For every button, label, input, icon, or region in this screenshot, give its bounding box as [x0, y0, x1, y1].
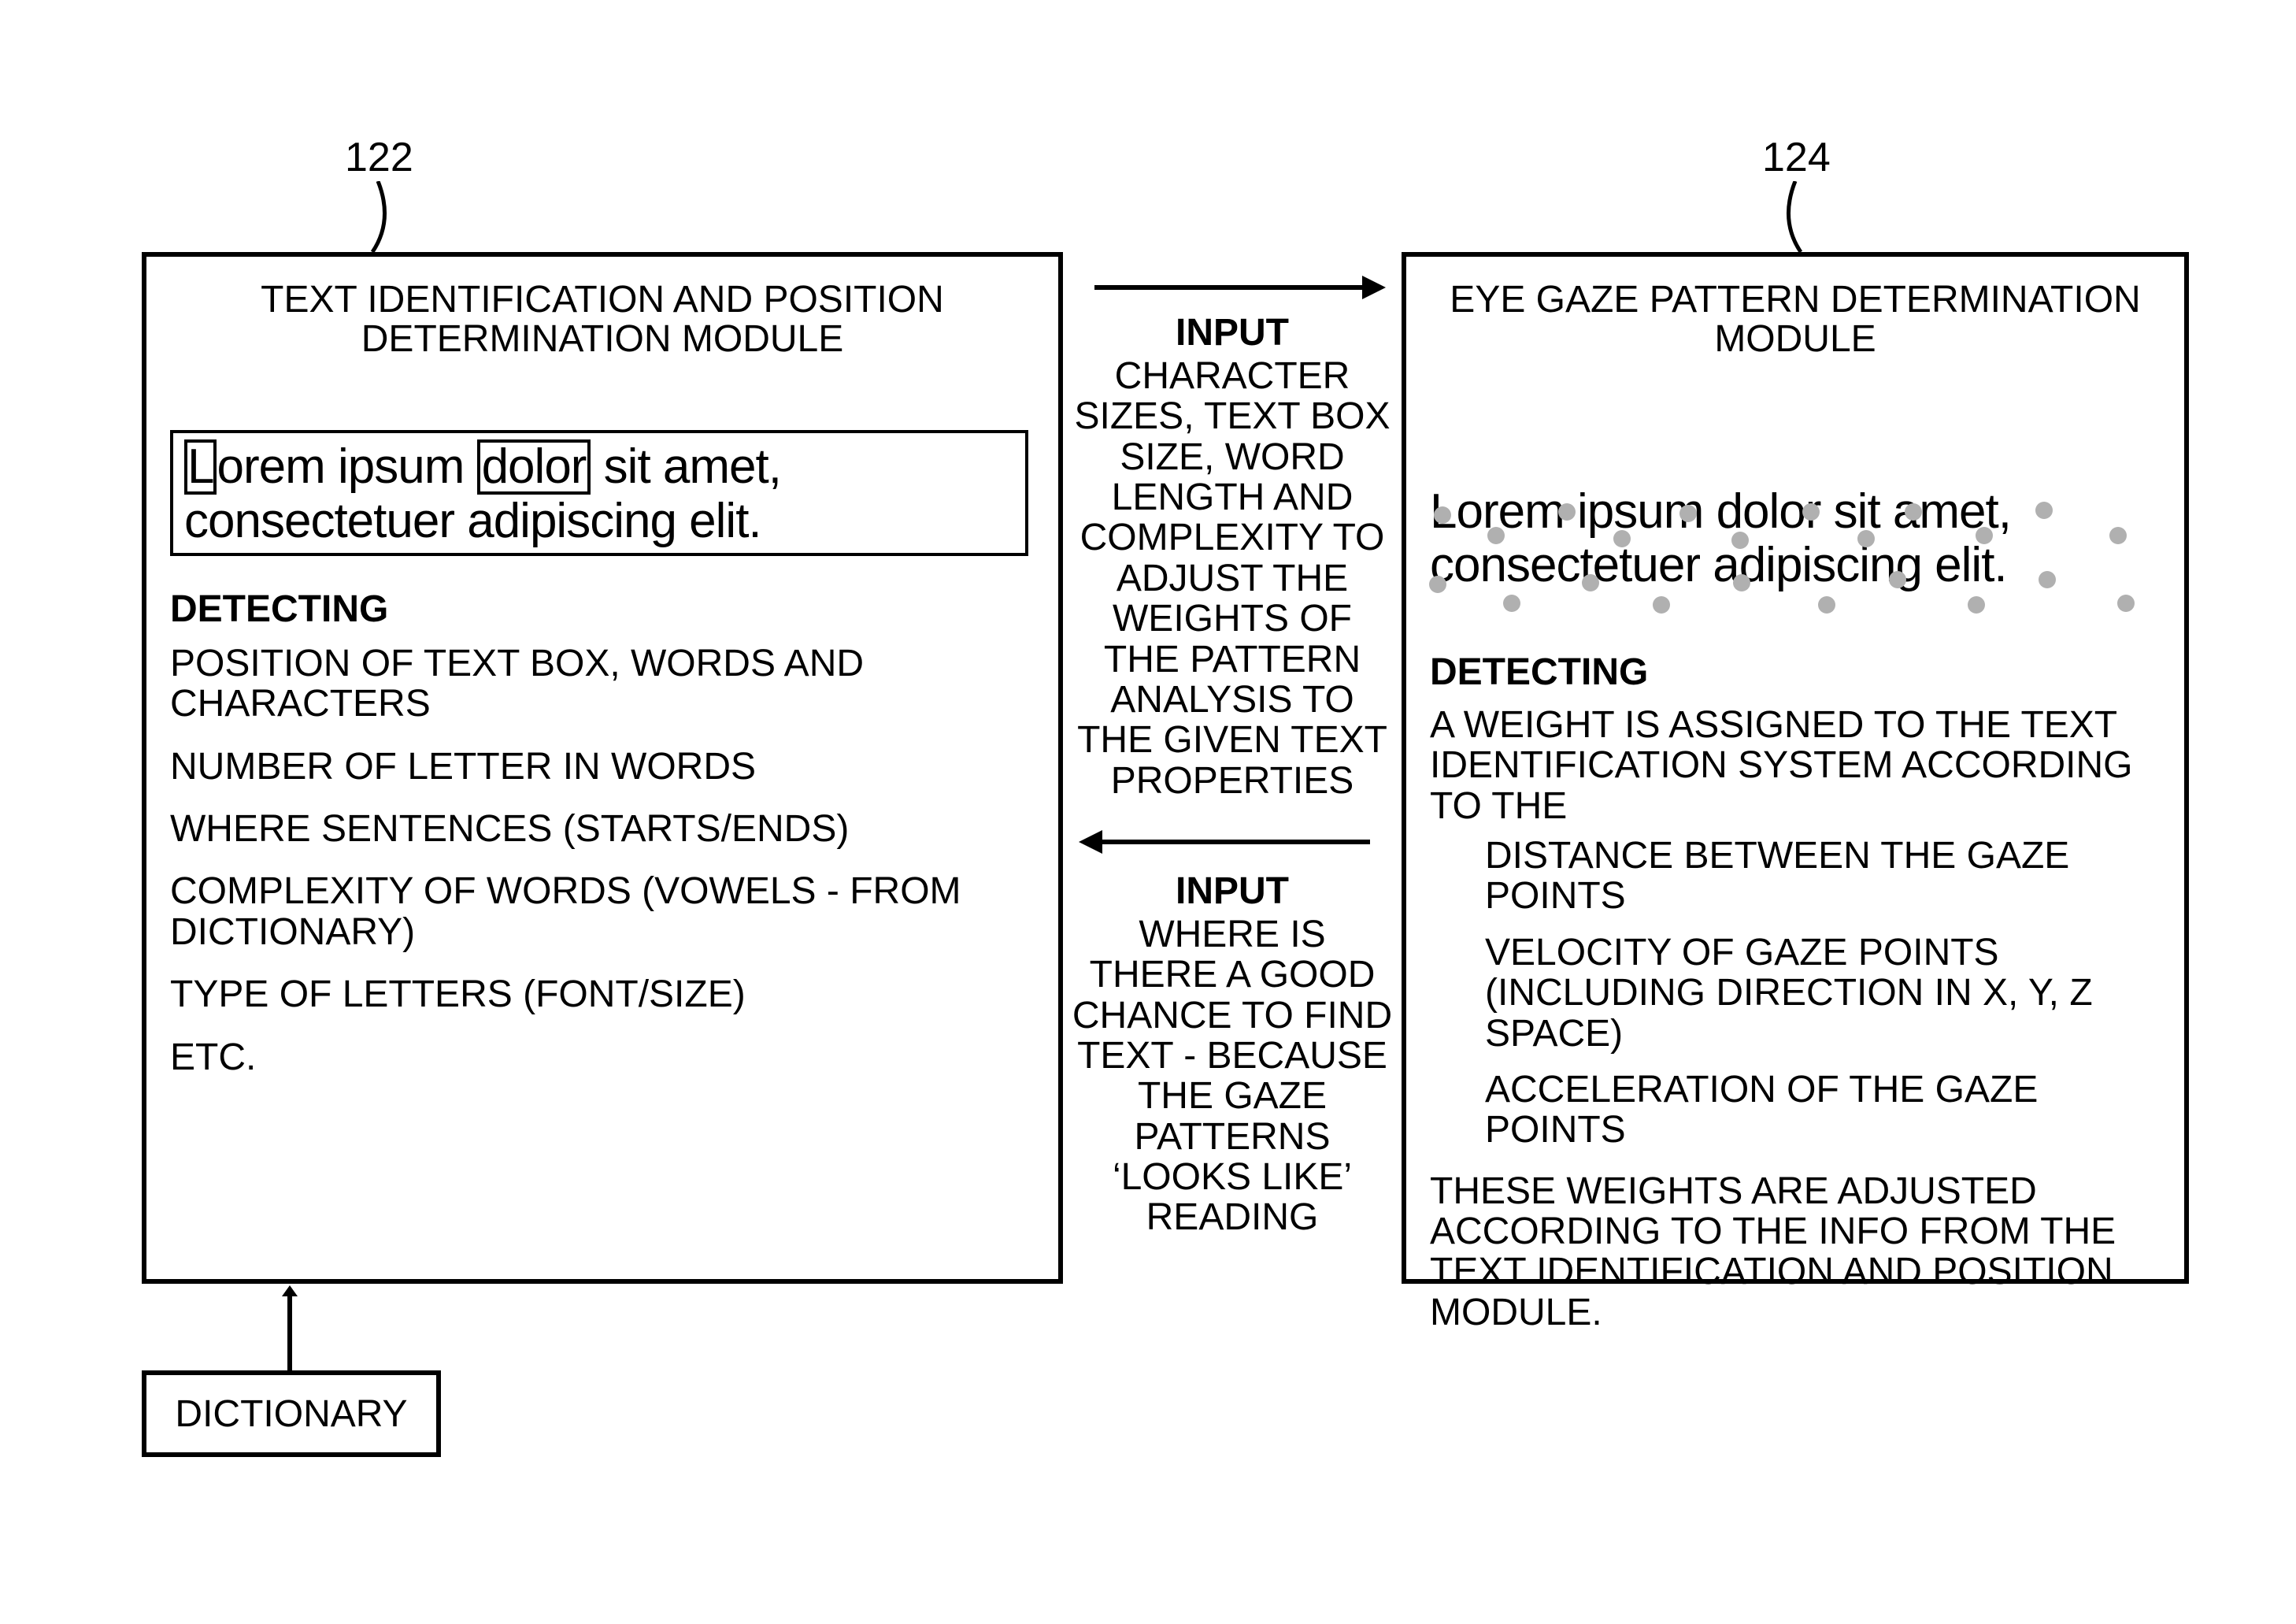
- middle-column: INPUT CHARACTER SIZES, TEXT BOX SIZE, WO…: [1071, 268, 1394, 1238]
- dictionary-box: DICTIONARY: [142, 1370, 441, 1457]
- ref-num-left: 122: [345, 134, 413, 181]
- mid-bot-body: WHERE IS THERE A GOOD CHANCE TO FIND TEX…: [1071, 914, 1394, 1238]
- right-lead: A WEIGHT IS ASSIGNED TO THE TEXT IDENTIF…: [1430, 705, 2170, 826]
- left-detecting: DETECTING POSITION OF TEXT BOX, WORDS AN…: [170, 588, 1044, 1077]
- right-detecting: DETECTING A WEIGHT IS ASSIGNED TO THE TE…: [1430, 651, 2170, 1333]
- dictionary-arrow: [278, 1285, 302, 1370]
- left-sample-seg-d: sit amet,: [591, 439, 781, 494]
- mid-top-head: INPUT: [1071, 311, 1394, 354]
- left-sample-line2: consectetuer adipiscing elit.: [184, 495, 1014, 548]
- arrow-left: [1071, 818, 1394, 866]
- left-item-5: ETC.: [170, 1037, 1044, 1077]
- dictionary-label: DICTIONARY: [175, 1392, 407, 1436]
- mid-bot-head: INPUT: [1071, 869, 1394, 913]
- left-detecting-head: DETECTING: [170, 588, 1044, 631]
- left-sample-line1: Lorem ipsum dolor sit amet,: [184, 439, 1014, 495]
- mid-top-body: CHARACTER SIZES, TEXT BOX SIZE, WORD LEN…: [1071, 356, 1394, 801]
- left-module-box: TEXT IDENTIFICATION AND POSITION DETERMI…: [142, 252, 1063, 1284]
- left-sample-box: Lorem ipsum dolor sit amet, consectetuer…: [170, 430, 1028, 556]
- right-bullet-2: ACCELERATION OF THE GAZE POINTS: [1485, 1070, 2170, 1151]
- ref-num-right: 124: [1762, 134, 1831, 181]
- right-sample-text: Lorem ipsum dolor sit amet, consectetuer…: [1430, 485, 2170, 592]
- leader-left: [350, 181, 406, 260]
- right-module-box: EYE GAZE PATTERN DETERMINATION MODULE Lo…: [1402, 252, 2189, 1284]
- left-item-3: COMPLEXITY OF WORDS (VOWELS - FROM DICTI…: [170, 871, 1044, 952]
- arrow-right: [1071, 268, 1394, 307]
- right-tail: THESE WEIGHTS ARE ADJUSTED ACCORDING TO …: [1430, 1171, 2170, 1333]
- left-sample-word-box: dolor: [477, 439, 591, 495]
- left-module-title: TEXT IDENTIFICATION AND POSITION DETERMI…: [146, 280, 1058, 360]
- right-module-title: EYE GAZE PATTERN DETERMINATION MODULE: [1406, 280, 2184, 360]
- left-sample-seg-b: orem ipsum: [217, 439, 476, 494]
- left-sample-letter-box: L: [184, 439, 217, 495]
- right-detecting-head: DETECTING: [1430, 651, 2170, 694]
- right-bullet-0: DISTANCE BETWEEN THE GAZE POINTS: [1485, 836, 2170, 917]
- left-item-1: NUMBER OF LETTER IN WORDS: [170, 747, 1044, 787]
- right-bullet-1: VELOCITY OF GAZE POINTS (INCLUDING DIREC…: [1485, 933, 2170, 1054]
- left-item-4: TYPE OF LETTERS (FONT/SIZE): [170, 974, 1044, 1014]
- left-item-0: POSITION OF TEXT BOX, WORDS AND CHARACTE…: [170, 643, 1044, 725]
- leader-right: [1768, 181, 1823, 260]
- left-item-2: WHERE SENTENCES (STARTS/ENDS): [170, 809, 1044, 849]
